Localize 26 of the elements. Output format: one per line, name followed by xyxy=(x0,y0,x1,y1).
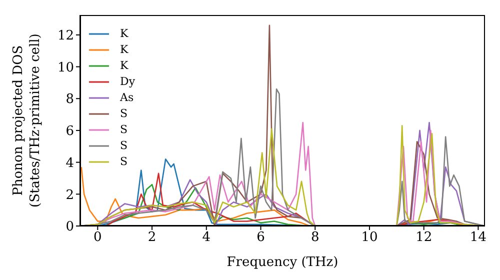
y-tick-label: 12 xyxy=(57,28,74,44)
legend-label: K xyxy=(120,42,128,58)
legend-label: S xyxy=(120,106,128,122)
legend-label: Dy xyxy=(120,74,136,90)
y-tick-label: 4 xyxy=(66,156,74,171)
x-axis-title: Frequency (THz) xyxy=(226,255,338,270)
legend-label: S xyxy=(120,122,128,138)
legend-label: K xyxy=(120,58,128,74)
y-tick-label: 10 xyxy=(57,60,74,76)
y-tick-label: 8 xyxy=(66,92,74,108)
legend-label: As xyxy=(120,90,134,106)
x-tick-label: 6 xyxy=(256,230,265,246)
legend-label: S xyxy=(120,154,128,170)
x-tick-label: 12 xyxy=(416,230,432,246)
y-tick-label: 0 xyxy=(66,220,74,235)
legend-label: S xyxy=(120,138,128,154)
x-tick-label: 10 xyxy=(361,230,378,246)
x-tick-label: 0 xyxy=(94,230,102,246)
x-tick-label: 8 xyxy=(310,230,320,246)
x-tick-label: 2 xyxy=(148,230,156,246)
y-tick-label: 2 xyxy=(66,188,74,203)
legend-label: K xyxy=(120,26,128,42)
y-tick-label: 6 xyxy=(66,124,74,140)
x-tick-label: 4 xyxy=(202,230,211,246)
y-axis-title: Phonon projected DOS (States/THz·primitive cell) xyxy=(11,33,43,208)
x-tick-label: 14 xyxy=(470,230,486,246)
